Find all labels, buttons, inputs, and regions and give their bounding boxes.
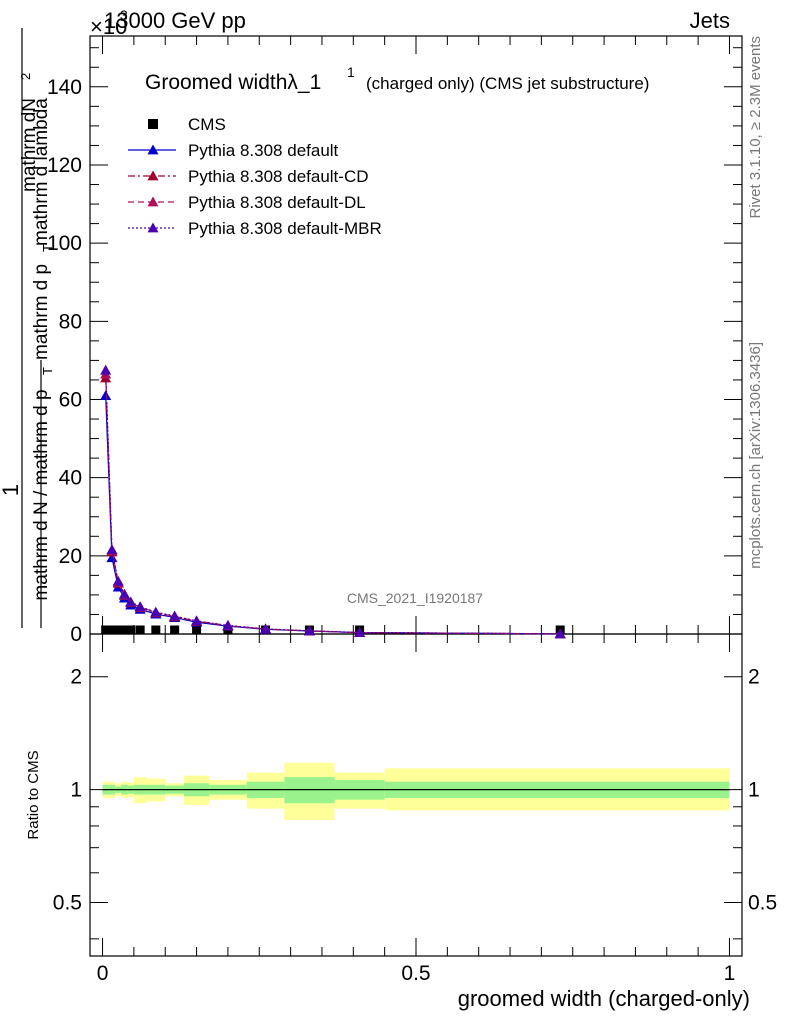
cms-data-point bbox=[113, 625, 123, 635]
y-exponent-label: ×10 bbox=[90, 14, 127, 39]
ratio-y-tick-label-right: 0.5 bbox=[748, 891, 777, 914]
y-tick-label: 100 bbox=[47, 232, 82, 255]
series-point bbox=[118, 588, 130, 599]
series-point bbox=[112, 575, 124, 586]
legend-label: CMS bbox=[188, 115, 226, 134]
series-point bbox=[169, 610, 181, 621]
series-point bbox=[100, 364, 112, 375]
y-label-denominator-b: mathrm d p bbox=[31, 264, 52, 360]
legend-marker-triangle bbox=[147, 196, 159, 207]
energy-label: 13000 GeV pp bbox=[104, 8, 246, 33]
legend-label: Pythia 8.308 default bbox=[188, 141, 339, 160]
rivet-version-label: Rivet 3.1.10, ≥ 2.3M events bbox=[747, 36, 764, 219]
legend-marker-triangle bbox=[147, 170, 159, 181]
y-label-denominator-a: mathrm d N / mathrm d p bbox=[31, 389, 52, 600]
series-point bbox=[100, 390, 112, 400]
series-line bbox=[105, 377, 561, 635]
legend-marker-triangle bbox=[147, 222, 159, 233]
y-tick-label: 140 bbox=[47, 76, 82, 99]
series-point bbox=[191, 615, 203, 626]
ratio-y-tick-label-right: 2 bbox=[748, 666, 760, 689]
y-label-numerator: 1 bbox=[0, 484, 23, 496]
y-label-superscript: 2 bbox=[18, 73, 33, 80]
y-exponent-power: 3 bbox=[120, 7, 128, 23]
y-label-denominator-c: mathrm d lambda bbox=[31, 98, 52, 246]
legend-marker-triangle bbox=[147, 144, 159, 155]
series-point bbox=[125, 596, 137, 607]
ratio-y-tick-label: 0.5 bbox=[53, 891, 82, 914]
x-tick-label: 0 bbox=[97, 962, 109, 985]
series-line bbox=[105, 370, 561, 635]
legend-label: Pythia 8.308 default-CD bbox=[188, 167, 369, 186]
series-line bbox=[105, 374, 561, 635]
y-label-numerator-d: mathrm dN bbox=[19, 98, 40, 192]
cms-data-point bbox=[192, 625, 202, 635]
ratio-bands bbox=[102, 762, 730, 820]
y-tick-label: 0 bbox=[70, 623, 82, 646]
y-tick-label: 80 bbox=[59, 310, 82, 333]
series-point bbox=[106, 552, 118, 563]
series-point bbox=[554, 628, 566, 639]
y-label-sub-a: T bbox=[40, 367, 55, 375]
ratio-y-axis-label: Ratio to CMS bbox=[25, 750, 42, 839]
series-point bbox=[303, 625, 315, 636]
x-axis-label: groomed width (charged-only) bbox=[458, 986, 750, 1011]
series-line bbox=[105, 395, 561, 635]
series-point bbox=[354, 627, 366, 637]
cms-data-point bbox=[126, 625, 136, 635]
cms-data-point bbox=[119, 625, 129, 635]
series-point bbox=[222, 619, 234, 630]
y-tick-label: 60 bbox=[59, 388, 82, 411]
x-tick-label: 0.5 bbox=[401, 962, 430, 985]
ratio-y-tick-label: 1 bbox=[70, 779, 82, 802]
cms-data-point bbox=[151, 625, 161, 635]
plot-title: Groomed widthλ_1 bbox=[145, 71, 321, 94]
analysis-watermark: CMS_2021_I1920187 bbox=[347, 590, 483, 606]
mcplots-label: mcplots.cern.ch [arXiv:1306.3436] bbox=[747, 342, 764, 569]
cms-data-point bbox=[170, 625, 180, 635]
series-point bbox=[260, 623, 272, 634]
main-axis-ticks: 0 20 40 60 80 100 120 140 bbox=[47, 36, 742, 646]
y-label-sub-b: T bbox=[40, 244, 55, 252]
legend-label: Pythia 8.308 default-MBR bbox=[188, 219, 382, 238]
legend-marker-square bbox=[148, 119, 158, 129]
y-tick-label: 120 bbox=[47, 154, 82, 177]
ratio-y-tick-label-right: 1 bbox=[748, 779, 760, 802]
legend: CMS Pythia 8.308 default Pythia 8.308 defa… bbox=[128, 115, 382, 238]
series-point bbox=[134, 601, 146, 612]
series-point bbox=[106, 544, 118, 554]
ratio-axis-ticks: 0.5 0.5 1 1 2 2 0 0.5 1 bbox=[53, 634, 777, 985]
cms-data-point bbox=[101, 625, 111, 635]
x-tick-label: 1 bbox=[724, 962, 736, 985]
plot-title-superscript: 1 bbox=[347, 64, 355, 80]
main-y-axis-label: 1 mathrm d N / mathrm d p T mathrm d p T… bbox=[0, 28, 55, 628]
series-point bbox=[150, 606, 162, 617]
ratio-y-tick-label: 2 bbox=[70, 666, 82, 689]
y-tick-label: 40 bbox=[59, 467, 82, 490]
cms-data-point bbox=[135, 625, 145, 635]
main-series-group bbox=[100, 364, 566, 639]
category-label: Jets bbox=[690, 8, 730, 33]
legend-label: Pythia 8.308 default-DL bbox=[188, 193, 366, 212]
cms-data-point bbox=[107, 625, 117, 635]
y-tick-label: 20 bbox=[59, 545, 82, 568]
plot-title-suffix: (charged only) (CMS jet substructure) bbox=[366, 74, 649, 93]
